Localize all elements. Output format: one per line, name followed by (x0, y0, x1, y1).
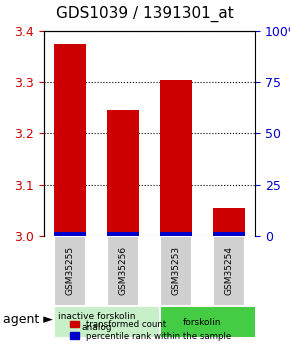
Text: inactive forskolin
analog: inactive forskolin analog (58, 312, 135, 332)
Bar (160, 80, 192, 236)
Text: GSM35255: GSM35255 (66, 246, 75, 295)
Bar (54, 44, 86, 236)
Text: GSM35256: GSM35256 (118, 246, 127, 295)
Bar (54, 231, 86, 236)
FancyBboxPatch shape (213, 236, 245, 306)
FancyBboxPatch shape (160, 306, 266, 338)
Text: GSM35254: GSM35254 (224, 246, 233, 295)
Bar (160, 231, 192, 236)
FancyBboxPatch shape (107, 236, 139, 306)
Text: agent ►: agent ► (3, 313, 53, 326)
Text: forskolin: forskolin (183, 317, 222, 326)
Bar (107, 110, 139, 236)
Bar (213, 208, 245, 236)
FancyBboxPatch shape (54, 306, 160, 338)
Bar (107, 231, 139, 236)
Legend: transformed count, percentile rank within the sample: transformed count, percentile rank withi… (67, 317, 235, 344)
Text: GDS1039 / 1391301_at: GDS1039 / 1391301_at (56, 6, 234, 22)
FancyBboxPatch shape (160, 236, 192, 306)
Text: GSM35253: GSM35253 (171, 246, 180, 295)
Bar (213, 231, 245, 236)
FancyBboxPatch shape (54, 236, 86, 306)
